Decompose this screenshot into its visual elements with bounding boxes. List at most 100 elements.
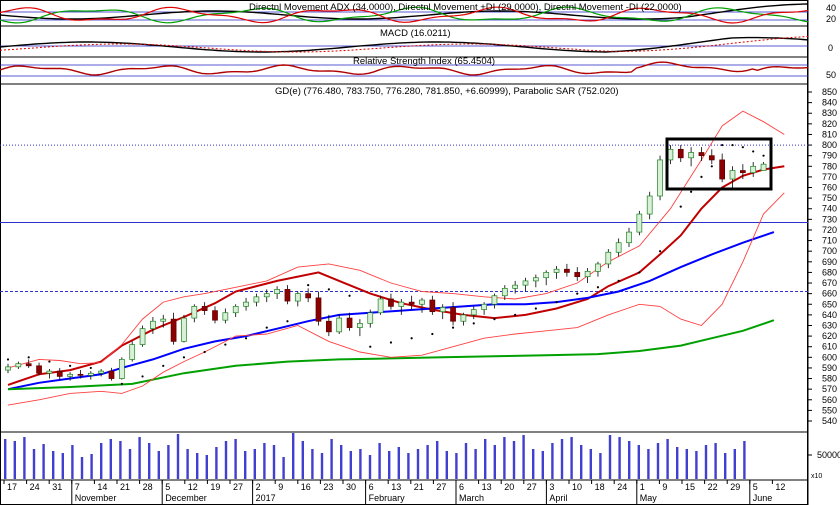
candle-body: [129, 344, 136, 360]
date-tick-label: 9: [662, 482, 667, 492]
month-label: February: [369, 493, 406, 503]
candle-body: [595, 263, 601, 272]
candle-body: [56, 370, 63, 377]
series-ma-slow: [7, 319, 775, 391]
volume-bar: [436, 441, 439, 479]
sar-dot: [265, 326, 268, 329]
candle-body: [584, 271, 591, 278]
volume-bar: [157, 451, 160, 479]
volume-bar: [272, 445, 276, 479]
sar-dot: [731, 143, 734, 147]
volume-bar: [138, 437, 141, 479]
volume-bar: [551, 443, 554, 479]
date-tick-label: 21: [120, 482, 130, 492]
candle-body: [118, 359, 125, 379]
candle-body: [77, 373, 84, 376]
candle-body: [760, 163, 767, 171]
volume-bar: [61, 453, 64, 479]
candle-body: [481, 303, 487, 310]
candle-body: [450, 307, 456, 322]
y-tick-label: 690: [822, 257, 837, 267]
date-tick-label: 2: [256, 482, 261, 492]
y-tick-label: 730: [822, 214, 837, 224]
volume-bar: [301, 441, 304, 479]
candle-body: [253, 296, 260, 303]
candle-body: [719, 159, 726, 180]
candle-body: [181, 317, 187, 342]
rsi-title: Relative Strength Index (65.4504): [353, 56, 495, 67]
sar-dot: [203, 350, 206, 354]
volume-bar: [541, 451, 544, 479]
y-tick-label: 550: [822, 405, 837, 415]
candle-body: [657, 159, 663, 197]
sar-dot: [348, 294, 351, 297]
dmi-tick-40: 40: [826, 3, 836, 13]
y-tick-label: 790: [822, 151, 837, 161]
volume-bar: [695, 451, 698, 479]
volume-bar: [522, 435, 525, 479]
volume-bar: [608, 435, 612, 479]
y-tick-label: 590: [822, 363, 837, 373]
y-tick-label: 830: [822, 108, 837, 118]
date-tick-label: 29: [730, 482, 740, 492]
candle-body: [605, 251, 612, 265]
volume-bar: [71, 445, 74, 479]
date-tick-label: 23: [323, 482, 333, 492]
volume-bar: [32, 449, 36, 479]
sar-dot: [451, 326, 455, 329]
date-tick-label: 9: [278, 482, 283, 492]
volume-bar: [589, 449, 592, 479]
date-tick-label: 28: [143, 482, 153, 492]
volume-bar: [320, 453, 324, 479]
sar-dot: [638, 271, 641, 274]
candle-body: [564, 268, 570, 273]
sar-dot: [617, 279, 620, 283]
candle-body: [553, 268, 560, 273]
candle-body: [212, 310, 218, 321]
y-tick-label: 810: [822, 129, 837, 139]
candle-body: [574, 272, 581, 278]
candle-body: [139, 328, 146, 345]
sar-dot: [721, 143, 724, 147]
date-tick-label: 27: [233, 482, 243, 492]
candle-body: [191, 306, 198, 319]
y-tick-label: 780: [822, 161, 837, 171]
volume-bar: [676, 447, 679, 479]
candle-body: [326, 320, 332, 333]
volume-bar: [128, 449, 132, 479]
series-bollinger-upper: [7, 110, 785, 369]
sar-dot: [48, 360, 51, 363]
macd-tick-0: 0: [828, 43, 833, 53]
volume-bar: [493, 445, 496, 479]
candle-body: [357, 323, 363, 328]
sar-dot: [555, 301, 558, 304]
date-tick-label: 5: [165, 482, 170, 492]
date-axis: 17 24 31 7 14 21 28 5 12 19 27 2 9 16 23 30 6 13 21 27 6 13 20…: [3, 480, 785, 505]
candle-body: [388, 298, 394, 307]
y-tick-label: 680: [822, 267, 837, 277]
date-tick-label: 24: [617, 482, 627, 492]
date-tick-label: 24: [30, 482, 40, 492]
macd-panel: MACD (16.0211) 0: [0, 28, 833, 53]
date-tick-label: 22: [708, 482, 718, 492]
candle-body: [708, 155, 715, 161]
price-panel: GD(e) (776.480, 783.750, 776.280, 781.85…: [0, 86, 837, 426]
candle-body: [336, 317, 343, 333]
adx-line: [0, 3, 809, 20]
dmi-tick-20: 20: [826, 14, 836, 24]
sar-dot: [307, 284, 310, 287]
y-tick-label: 800: [822, 140, 837, 150]
candle-body: [25, 363, 32, 367]
candle-body: [263, 293, 270, 298]
volume-bar: [234, 439, 237, 479]
rsi-line: [0, 61, 809, 76]
y-tick-label: 760: [822, 183, 837, 193]
candle-body: [460, 314, 467, 322]
candle-body: [626, 231, 632, 244]
candle-body: [439, 307, 446, 313]
y-tick-label: 710: [822, 236, 837, 246]
y-tick-label: 740: [822, 204, 837, 214]
volume-bar: [215, 447, 218, 479]
volume-bar: [4, 439, 7, 479]
